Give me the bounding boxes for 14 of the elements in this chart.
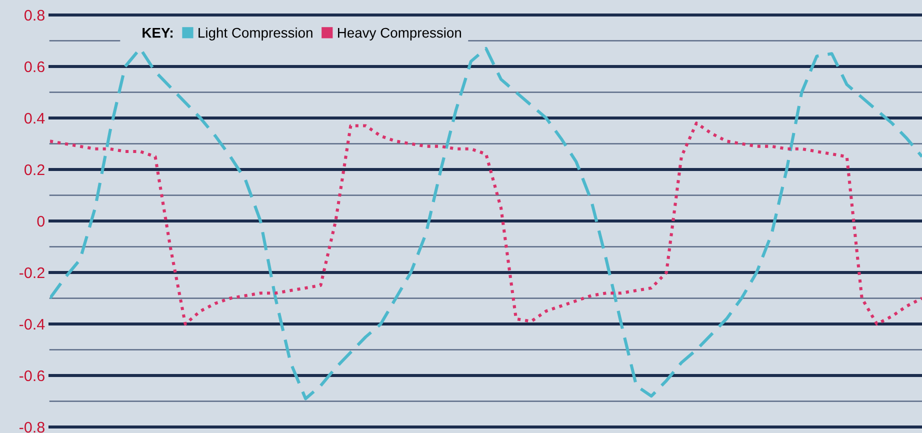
legend-label: Light Compression xyxy=(198,28,312,40)
y-tick-label: -0.6 xyxy=(19,370,44,382)
line-series xyxy=(50,122,922,326)
legend-label: Heavy Compression xyxy=(338,28,462,40)
y-tick-label: 0.8 xyxy=(24,10,44,21)
line-series xyxy=(50,46,922,400)
y-tick-label: 0.2 xyxy=(24,164,44,176)
y-tick-label: 0 xyxy=(37,216,45,227)
y-tick-label: -0.4 xyxy=(19,318,45,330)
y-tick-label: -0.2 xyxy=(19,267,44,278)
y-tick-label: 0.6 xyxy=(24,61,44,72)
y-tick-label: -0.8 xyxy=(19,422,44,433)
legend-title: KEY: xyxy=(142,28,173,38)
y-tick-label: 0.4 xyxy=(24,112,45,124)
